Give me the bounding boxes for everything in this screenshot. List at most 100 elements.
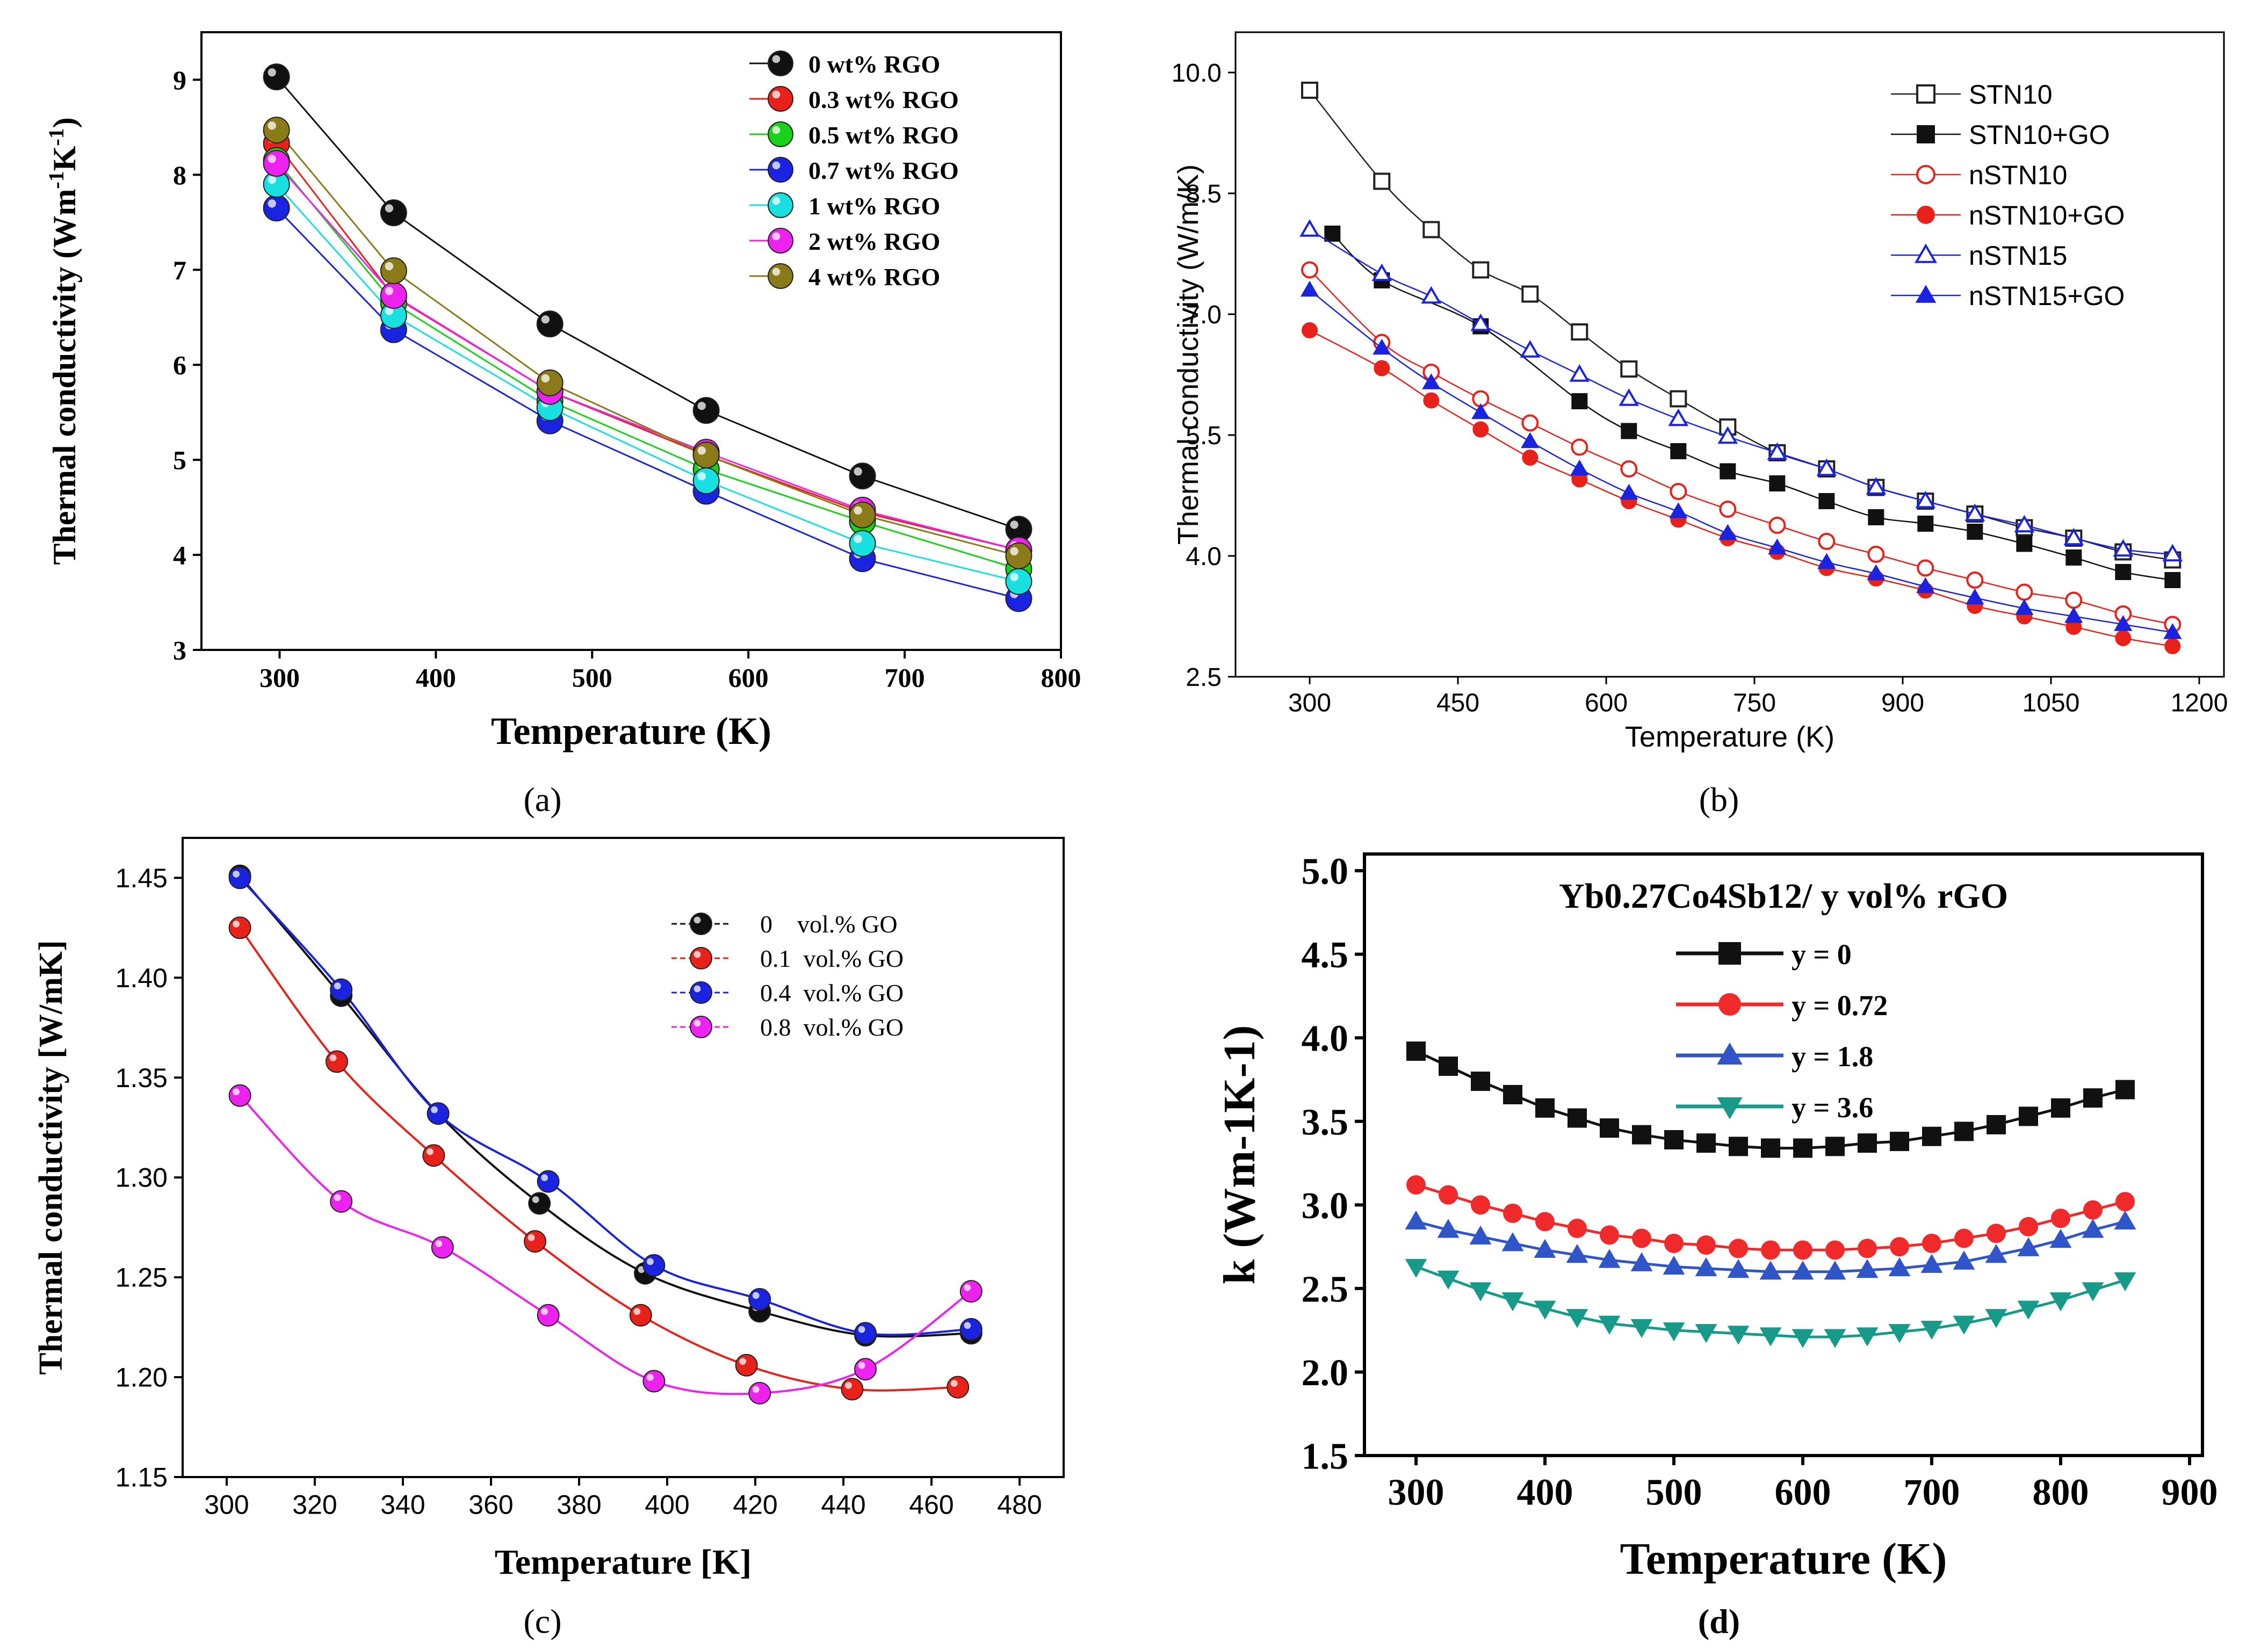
- x-tick-label: 800: [1041, 663, 1081, 693]
- data-point-3: [1469, 1282, 1492, 1301]
- legend-label: 0.8 vol.% GO: [760, 1014, 904, 1041]
- data-point-5-highlight: [268, 155, 276, 163]
- y-tick-label: 5.0: [1302, 851, 1349, 893]
- y-tick-label: 4.5: [1302, 935, 1349, 976]
- data-point-3: [1437, 1270, 1460, 1290]
- data-point-3-highlight: [858, 1362, 865, 1369]
- series-line-1: [276, 143, 1019, 551]
- y-axis-label-part: -1: [44, 128, 68, 146]
- y-axis-label: Thermal conductivity (W/m/K): [1172, 164, 1204, 545]
- y-tick-label: 2.0: [1302, 1352, 1349, 1394]
- x-tick-label: 360: [468, 1490, 513, 1520]
- y-tick-label: 4.0: [1186, 542, 1222, 571]
- legend-marker-highlight: [772, 267, 781, 276]
- data-point-2: [228, 866, 251, 889]
- legend-label: nSTN10: [1969, 160, 2067, 190]
- legend-label: STN10: [1969, 79, 2053, 110]
- plot-frame: [1234, 31, 2225, 678]
- data-point-3: [1792, 1329, 1814, 1348]
- data-point-6: [263, 117, 290, 144]
- y-tick-label: 1.35: [115, 1063, 168, 1093]
- data-point-1: [947, 1376, 970, 1399]
- y-tick-label: 9: [173, 65, 186, 95]
- legend-marker: [768, 157, 793, 183]
- data-point-1: [841, 1378, 864, 1401]
- legend-marker: [768, 263, 793, 289]
- data-point-2: [2017, 1237, 2040, 1256]
- legend-marker: [768, 121, 793, 147]
- data-point-1: [1761, 1240, 1780, 1260]
- data-point-0-highlight: [541, 315, 550, 324]
- x-tick-label: 500: [1646, 1472, 1702, 1514]
- data-point-2-highlight: [647, 1258, 654, 1265]
- data-point-3: [1888, 1324, 1911, 1343]
- data-point-4: [1569, 364, 1590, 382]
- data-point-2: [642, 1254, 666, 1277]
- legend-label: y = 1.8: [1792, 1040, 1873, 1073]
- panel-a-chart: 300 400 500 600 700 800 3 4 5 6 7 8 9 Temperature (K)…: [44, 31, 1081, 752]
- data-point-5-highlight: [385, 286, 394, 295]
- data-point-3: [1985, 1309, 2007, 1328]
- x-tick-label: 300: [204, 1490, 249, 1520]
- panel-c-chart: 300 320 340 360 380 400 420 440 460 480 1.15 1.20 1.…: [33, 837, 1065, 1582]
- data-point-0: [1922, 1126, 1941, 1146]
- data-point-1: [1890, 1237, 1909, 1257]
- data-point-6-highlight: [1010, 547, 1019, 556]
- data-point-1: [1503, 1203, 1522, 1223]
- legend-label: nSTN15: [1969, 241, 2067, 271]
- legend-marker-highlight: [772, 197, 781, 205]
- data-point-5: [1669, 502, 1688, 518]
- data-point-2: [1818, 533, 1836, 550]
- x-tick-label: 900: [1881, 689, 1924, 717]
- data-point-4: [1964, 503, 1985, 522]
- data-point-2-highlight: [858, 1326, 865, 1333]
- data-point-3-highlight: [752, 1386, 760, 1393]
- data-point-3: [2115, 630, 2132, 646]
- data-point-2: [1920, 1254, 1943, 1273]
- x-tick-label: 300: [259, 663, 300, 693]
- data-point-2-highlight: [964, 1322, 971, 1329]
- data-point-2: [1856, 1258, 1879, 1278]
- data-point-1: [2115, 1192, 2135, 1212]
- data-point-0-highlight: [268, 68, 276, 77]
- plot-frame: [1363, 852, 2204, 1457]
- data-point-4: [1866, 477, 1887, 495]
- data-point-0: [1761, 1138, 1780, 1158]
- data-point-0: [536, 310, 564, 338]
- data-point-1: [524, 1230, 546, 1253]
- data-point-1: [1439, 1185, 1458, 1205]
- data-point-5: [1768, 538, 1787, 555]
- data-point-1: [1535, 1212, 1555, 1232]
- data-point-2: [1469, 1225, 1492, 1245]
- legend-marker-highlight: [694, 951, 701, 958]
- x-tick-label: 1050: [2023, 689, 2080, 717]
- data-point-2: [1301, 261, 1318, 279]
- data-point-5: [1718, 524, 1737, 540]
- panel-label-c: (c): [523, 1602, 561, 1640]
- data-point-4: [692, 467, 720, 495]
- data-point-5: [2064, 607, 2083, 623]
- y-tick-label: 3.0: [1302, 1185, 1349, 1227]
- data-point-4: [1470, 313, 1491, 331]
- data-point-2: [1824, 1261, 1846, 1280]
- data-point-5: [1422, 373, 1441, 389]
- data-point-3: [1566, 1309, 1588, 1328]
- y-axis-label-part: K: [47, 146, 82, 171]
- data-point-2: [959, 1318, 983, 1341]
- series-line-4: [276, 184, 1019, 583]
- legend-marker: [690, 947, 712, 969]
- x-tick-label: 380: [557, 1490, 601, 1520]
- data-point-0: [1472, 261, 1490, 279]
- data-point-0: [1600, 1118, 1619, 1138]
- data-point-1: [2164, 572, 2181, 588]
- data-point-3: [1856, 1327, 1879, 1347]
- data-point-0-highlight: [532, 1196, 539, 1203]
- legend-marker: [1717, 1097, 1743, 1119]
- data-point-2: [330, 978, 353, 1001]
- x-tick-label: 480: [997, 1490, 1042, 1520]
- data-point-3: [959, 1280, 983, 1303]
- data-point-4-highlight: [385, 307, 394, 315]
- data-point-4: [1299, 219, 1320, 237]
- data-point-4: [1915, 490, 1936, 509]
